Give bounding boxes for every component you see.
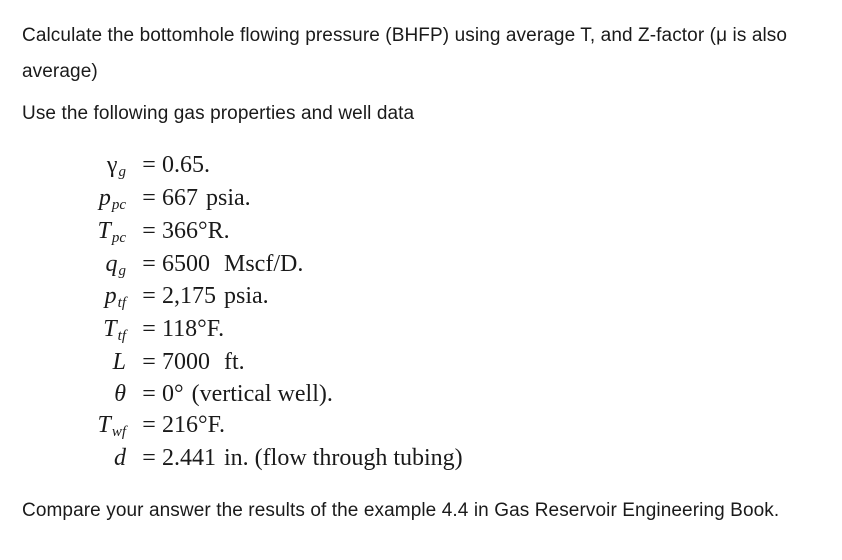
sym-d: d — [114, 443, 126, 475]
outro-line: Compare your answer the results of the e… — [22, 493, 820, 529]
eq-qg: qg = 6500 Mscf/D. — [48, 249, 820, 282]
equals: = — [136, 443, 162, 475]
equals: = — [136, 216, 162, 248]
eq-twf: Twf = 216°F. — [48, 410, 820, 443]
equals: = — [136, 314, 162, 346]
sym-T: T — [97, 410, 110, 442]
val-gamma-g: 0.65. — [162, 152, 210, 178]
eq-gamma-g: γg = 0.65. — [48, 150, 820, 183]
sub-tf: tf — [118, 328, 126, 344]
page: Calculate the bottomhole flowing pressur… — [0, 0, 842, 529]
equals: = — [136, 183, 162, 215]
val-d: 2.441 — [162, 445, 216, 471]
sym-q: q — [106, 249, 118, 281]
val-ttf: 118°F. — [162, 316, 224, 342]
sym-p: p — [99, 183, 111, 215]
sub-wf: wf — [112, 424, 126, 440]
val-qg: 6500 — [162, 251, 210, 277]
equals: = — [136, 410, 162, 442]
unit-theta: (vertical well). — [192, 381, 333, 407]
sub-pc: pc — [112, 197, 126, 213]
unit-L: ft. — [224, 349, 245, 375]
sym-L: L — [113, 347, 126, 379]
equals: = — [136, 347, 162, 379]
unit-ptf: psia. — [224, 283, 269, 309]
eq-ppc: ppc = 667 psia. — [48, 183, 820, 216]
sub-g: g — [119, 164, 127, 180]
equals: = — [136, 281, 162, 313]
val-L: 7000 — [162, 349, 210, 375]
sub-g: g — [119, 263, 127, 279]
sym-T: T — [103, 314, 116, 346]
sym-gamma: γ — [107, 150, 118, 182]
unit-d: in. (flow through tubing) — [224, 445, 463, 471]
unit-qg: Mscf/D. — [224, 251, 303, 277]
val-ppc: 667 — [162, 185, 198, 211]
val-theta: 0° — [162, 381, 184, 407]
sub-tf: tf — [118, 295, 126, 311]
intro-line-1: Calculate the bottomhole flowing pressur… — [22, 25, 787, 46]
val-tpc: 366°R. — [162, 218, 230, 244]
equations-block: γg = 0.65. ppc = 667psia. Tpc = 366°R. q… — [48, 150, 820, 475]
intro-line-3: Use the following gas properties and wel… — [22, 96, 820, 132]
unit-ppc: psia. — [206, 185, 251, 211]
sym-T: T — [97, 216, 110, 248]
eq-L: L = 7000 ft. — [48, 347, 820, 379]
equals: = — [136, 150, 162, 182]
val-ptf: 2,175 — [162, 283, 216, 309]
sym-theta: θ — [114, 379, 126, 411]
eq-d: d = 2.441 in. (flow through tubing) — [48, 443, 820, 475]
sym-p: p — [105, 281, 117, 313]
val-twf: 216°F. — [162, 412, 225, 438]
eq-tpc: Tpc = 366°R. — [48, 216, 820, 249]
eq-ptf: ptf = 2,175 psia. — [48, 281, 820, 314]
eq-ttf: Ttf = 118°F. — [48, 314, 820, 347]
sub-pc: pc — [112, 230, 126, 246]
intro-paragraph: Calculate the bottomhole flowing pressur… — [22, 18, 820, 90]
equals: = — [136, 379, 162, 411]
equals: = — [136, 249, 162, 281]
intro-line-2: average) — [22, 61, 98, 82]
eq-theta: θ = 0° (vertical well). — [48, 379, 820, 411]
